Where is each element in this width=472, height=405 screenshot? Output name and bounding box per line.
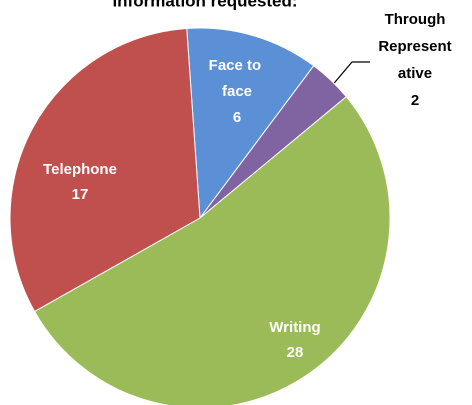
leader-line xyxy=(329,61,370,89)
value-label: 6 xyxy=(233,109,241,126)
value-label: 2 xyxy=(411,92,419,109)
chart-title: information requested: xyxy=(112,0,297,10)
slice-label: Telephone xyxy=(43,161,117,178)
pie-slice xyxy=(186,27,315,220)
value-label: 28 xyxy=(287,344,304,361)
value-label: 17 xyxy=(72,186,89,203)
slice-label: Face to face xyxy=(209,57,266,100)
slice-label: Writing xyxy=(269,319,320,336)
pie-slice xyxy=(33,96,391,405)
slice-label: Through Represent ative xyxy=(378,11,451,82)
pie-slice xyxy=(9,27,201,313)
